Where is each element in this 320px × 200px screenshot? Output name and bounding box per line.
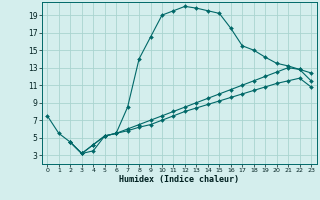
X-axis label: Humidex (Indice chaleur): Humidex (Indice chaleur): [119, 175, 239, 184]
